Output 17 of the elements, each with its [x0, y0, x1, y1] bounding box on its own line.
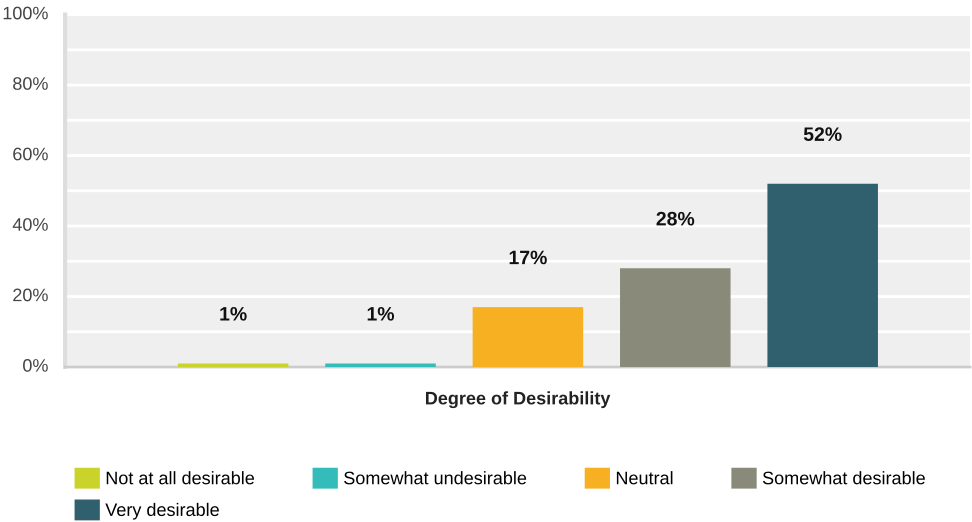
y-tick-label: 20% [13, 288, 48, 302]
y-tick-label: 100% [4, 6, 48, 20]
data-label: 1% [368, 306, 394, 321]
data-label: 17% [510, 250, 547, 264]
data-label: 28% [656, 212, 694, 226]
legend-label: Neutral [616, 471, 672, 484]
y-tick-label: 0% [23, 359, 48, 372]
y-tick-label: 60% [13, 148, 48, 160]
legend-label: Somewhat desirable [762, 471, 925, 484]
legend-label: Not at all desirable [106, 471, 254, 484]
legend-label: Very desirable [105, 502, 219, 520]
data-label: 1% [220, 306, 247, 321]
y-tick-label: 40% [12, 218, 48, 231]
data-label: 52% [804, 127, 842, 142]
y-tick-label: 80% [13, 77, 48, 90]
legend-label: Somewhat undesirable [344, 471, 526, 484]
x-axis-title: Degree of Desirability [426, 391, 610, 408]
